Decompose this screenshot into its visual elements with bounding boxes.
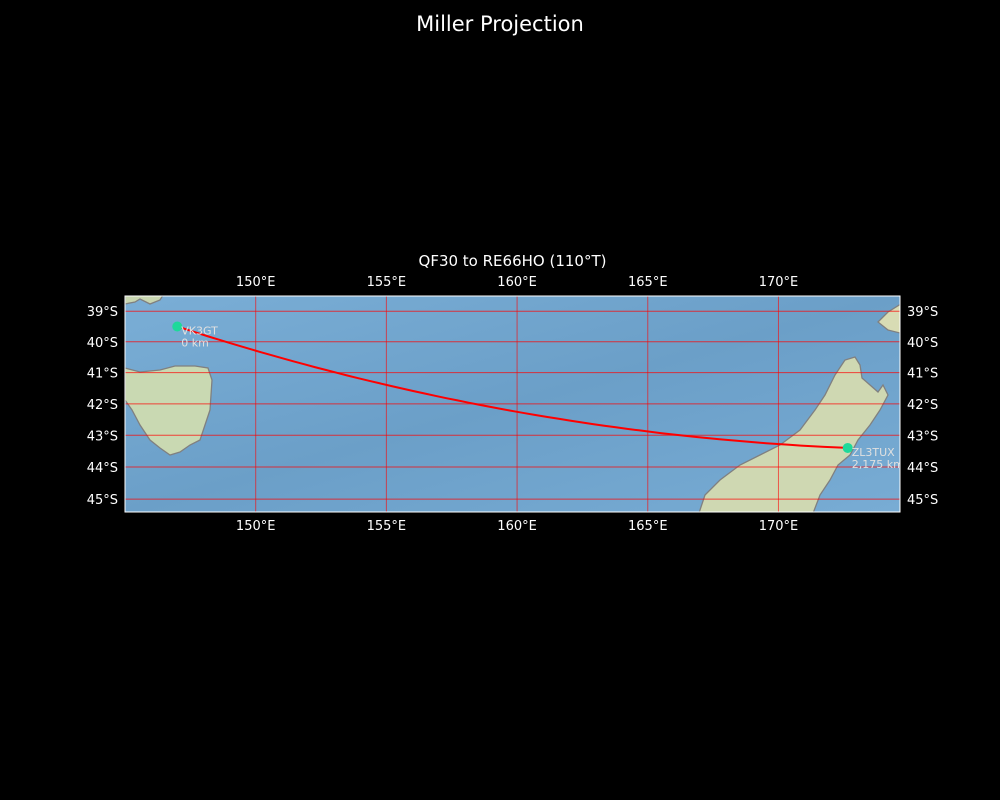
lon-tick-label-bottom: 165°E	[628, 519, 668, 534]
map-frame	[124, 295, 901, 513]
lat-tick-label-right: 45°S	[907, 493, 938, 508]
land-tasmania	[125, 365, 213, 456]
lon-tick-label-bottom: 160°E	[497, 519, 537, 534]
lon-tick-label-bottom: 155°E	[367, 519, 407, 534]
station-distance-label: 2,175 km	[852, 458, 904, 471]
lat-tick-label-right: 43°S	[907, 429, 938, 444]
station-call-label: ZL3TUX	[852, 446, 895, 459]
great-circle-path	[176, 325, 848, 449]
figure-title: Miller Projection	[416, 12, 584, 36]
lat-tick-label-right: 42°S	[907, 398, 938, 413]
station-marker[interactable]	[172, 321, 183, 332]
land-nz-south-island	[698, 356, 889, 512]
lon-tick-label-top: 165°E	[628, 275, 668, 290]
station-call-label: VK3GT	[181, 324, 218, 337]
station-marker[interactable]	[842, 442, 853, 453]
lon-tick-label-top: 160°E	[497, 275, 537, 290]
lat-tick-label-right: 39°S	[907, 305, 938, 320]
lat-tick-label-right: 41°S	[907, 367, 938, 382]
land-mainland-australia	[125, 296, 164, 305]
lat-tick-label-right: 44°S	[907, 461, 938, 476]
lon-tick-label-bottom: 150°E	[236, 519, 276, 534]
lon-tick-label-top: 155°E	[367, 275, 407, 290]
lat-tick-label-right: 40°S	[907, 336, 938, 351]
gridlines	[125, 296, 900, 512]
lat-tick-label-left: 45°S	[87, 493, 118, 508]
lon-tick-label-top: 170°E	[759, 275, 799, 290]
map-title: QF30 to RE66HO (110°T)	[418, 252, 607, 270]
lat-tick-label-left: 43°S	[87, 429, 118, 444]
lon-tick-label-bottom: 170°E	[759, 519, 799, 534]
lat-tick-label-left: 41°S	[87, 367, 118, 382]
lat-tick-label-left: 40°S	[87, 336, 118, 351]
lat-tick-label-left: 42°S	[87, 398, 118, 413]
lon-tick-label-top: 150°E	[236, 275, 276, 290]
lat-tick-label-left: 44°S	[87, 461, 118, 476]
lat-tick-label-left: 39°S	[87, 305, 118, 320]
station-distance-label: 0 km	[181, 336, 209, 349]
